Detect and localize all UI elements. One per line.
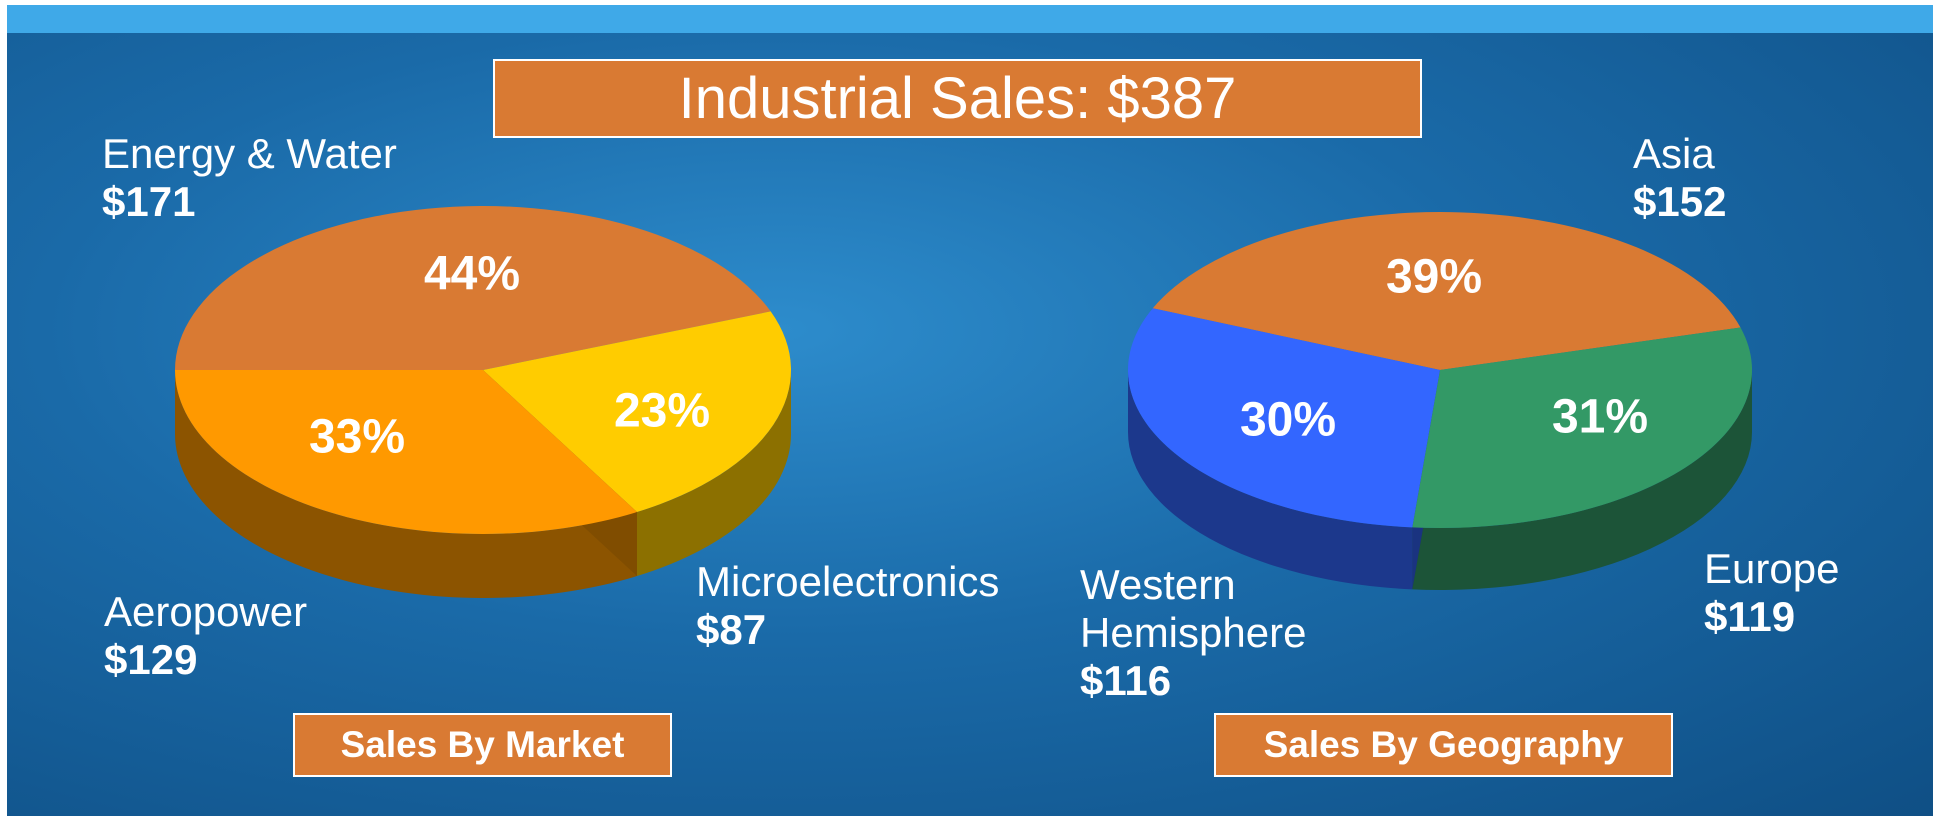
slice [1128, 308, 1440, 528]
percent-label: 44% [424, 248, 520, 301]
category-label: Asia [1633, 130, 1715, 177]
chart-title: Sales By Geography [1214, 713, 1673, 777]
value-label: $129 [104, 636, 198, 683]
category-label: Aeropower [104, 588, 308, 635]
slice-side [637, 370, 791, 577]
percent-label: 33% [309, 411, 405, 464]
percent-label: 31% [1552, 391, 1648, 444]
main-title: Industrial Sales: $387 [493, 59, 1422, 138]
slice-side [175, 370, 637, 598]
category-label: Microelectronics [696, 558, 1000, 605]
slice-side [1412, 370, 1753, 591]
slice [1412, 327, 1752, 529]
top-bar [7, 5, 1933, 33]
category-label: Energy & Water [102, 130, 397, 177]
slice-label: Asia $152 [1633, 130, 1933, 226]
slice-side [1128, 370, 1413, 590]
chart-title: Sales By Market [293, 713, 672, 777]
slice-label: Microelectronics $87 [696, 558, 1026, 654]
slice [175, 206, 771, 370]
slice-label: Energy & Water $171 [102, 130, 432, 226]
slice-label: Europe $119 [1704, 545, 1933, 641]
slice [483, 311, 791, 513]
slice [175, 370, 637, 534]
value-label: $152 [1633, 178, 1727, 225]
category-label: Western Hemisphere [1080, 561, 1307, 656]
slice [1152, 211, 1741, 370]
pie: 44% 23% 33% [175, 206, 791, 598]
percent-label: 30% [1240, 394, 1336, 447]
percent-label: 23% [614, 385, 710, 438]
value-label: $119 [1704, 593, 1796, 640]
value-label: $116 [1080, 657, 1172, 704]
value-label: $87 [696, 606, 767, 653]
slice-label: Aeropower $129 [104, 588, 434, 684]
percent-label: 39% [1386, 251, 1482, 304]
pie: 39% 31% 30% [1128, 211, 1753, 591]
value-label: $171 [102, 178, 196, 225]
category-label: Europe [1704, 545, 1840, 592]
slice-label: Western Hemisphere $116 [1080, 561, 1410, 705]
